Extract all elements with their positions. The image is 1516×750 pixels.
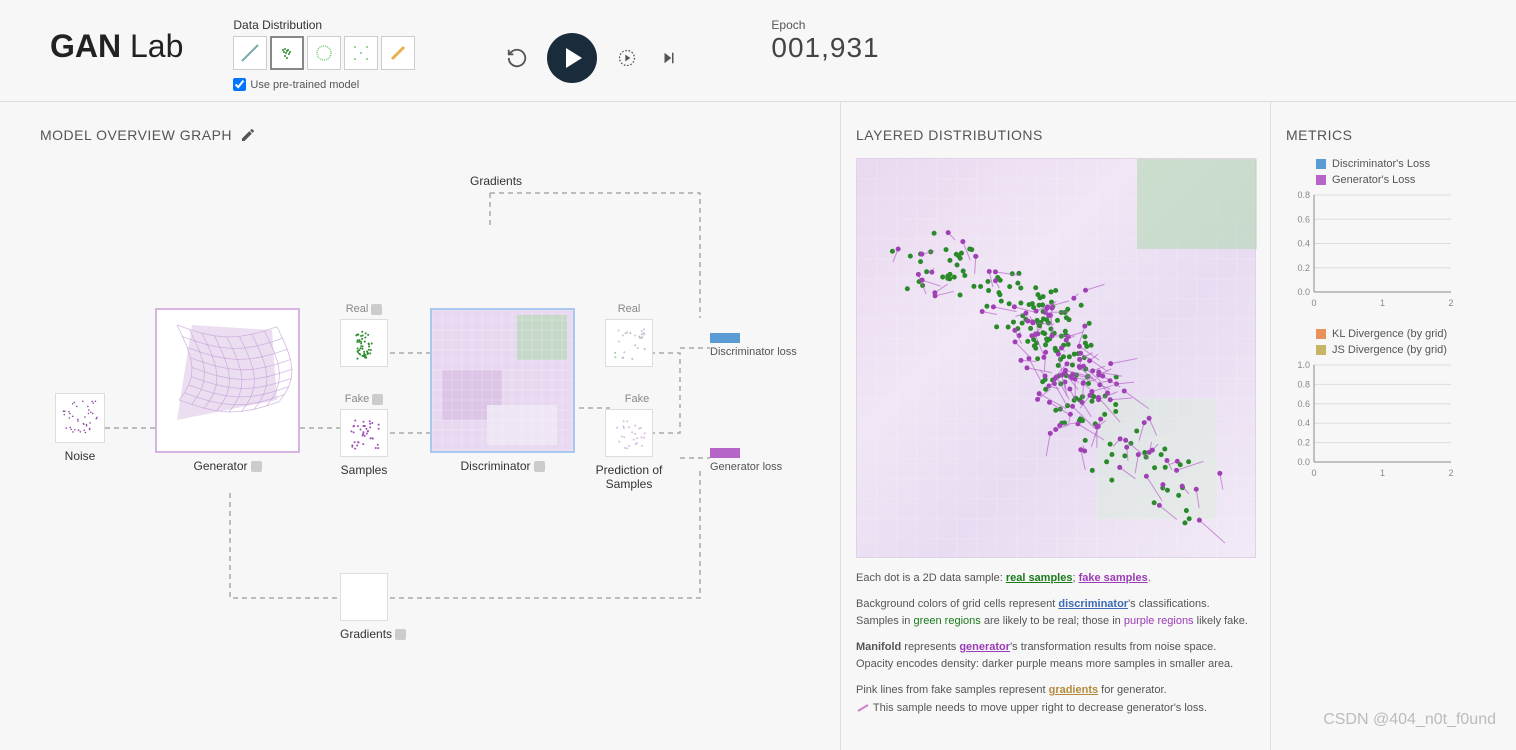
layered-description: Each dot is a 2D data sample: real sampl… — [856, 570, 1255, 717]
dist-option-cluster[interactable] — [270, 36, 304, 70]
pretrained-toggle[interactable]: Use pre-trained model — [233, 78, 415, 91]
fake-samples-link[interactable]: fake samples — [1079, 572, 1148, 584]
svg-text:0.0: 0.0 — [1297, 457, 1310, 467]
layered-distributions-panel: LAYERED DISTRIBUTIONS Each dot is a 2D d… — [841, 102, 1271, 750]
edit-icon[interactable] — [240, 127, 256, 143]
metrics-panel: METRICS Discriminator's Loss Generator's… — [1271, 102, 1516, 750]
svg-text:0.6: 0.6 — [1297, 399, 1310, 409]
svg-text:0.2: 0.2 — [1297, 263, 1310, 273]
svg-text:0.4: 0.4 — [1297, 239, 1310, 249]
svg-text:0.6: 0.6 — [1297, 214, 1310, 224]
model-overview-panel: MODEL OVERVIEW GRAPH — [0, 102, 841, 750]
header: GAN Lab Data Distribution Use pre-traine… — [0, 0, 1516, 102]
discriminator-node[interactable]: Discriminator — [430, 308, 575, 473]
generator-link[interactable]: generator — [959, 641, 1010, 653]
step-button[interactable] — [657, 46, 681, 70]
play-icon — [566, 48, 582, 68]
noise-node[interactable]: Noise — [55, 393, 105, 463]
dist-option-ring[interactable] — [307, 36, 341, 70]
svg-text:0: 0 — [1311, 298, 1316, 308]
svg-text:0: 0 — [1311, 468, 1316, 478]
layered-title: LAYERED DISTRIBUTIONS — [856, 127, 1255, 143]
svg-text:1: 1 — [1380, 468, 1385, 478]
fake-samples-node[interactable]: Fake Samples — [340, 393, 388, 477]
svg-text:0.0: 0.0 — [1297, 287, 1310, 297]
metrics-title: METRICS — [1286, 127, 1501, 143]
data-distribution-label: Data Distribution — [233, 18, 415, 32]
logo: GAN Lab — [50, 28, 183, 65]
main-content: MODEL OVERVIEW GRAPH — [0, 102, 1516, 750]
graph-connectors — [40, 158, 800, 658]
model-overview-title: MODEL OVERVIEW GRAPH — [40, 127, 800, 143]
svg-text:0.8: 0.8 — [1297, 190, 1310, 200]
prediction-real-node[interactable]: Real — [605, 303, 653, 367]
epoch-display: Epoch 001,931 — [771, 18, 879, 64]
playback-controls — [505, 33, 681, 83]
dist-option-dots[interactable] — [344, 36, 378, 70]
gradients-top-label: Gradients — [470, 168, 522, 188]
gradients-link[interactable]: gradients — [1049, 684, 1099, 696]
svg-text:2: 2 — [1448, 298, 1453, 308]
svg-text:1: 1 — [1380, 298, 1385, 308]
watermark: CSDN @404_n0t_f0und — [1323, 711, 1496, 729]
div-legend-js: JS Divergence (by grid) — [1316, 344, 1501, 356]
loss-legend-disc: Discriminator's Loss — [1316, 158, 1501, 170]
slowmo-button[interactable] — [615, 46, 639, 70]
dist-option-stripe[interactable] — [381, 36, 415, 70]
discriminator-link[interactable]: discriminator — [1058, 598, 1128, 610]
discriminator-loss-node[interactable]: Discriminator loss — [710, 333, 797, 358]
data-distribution-options — [233, 36, 415, 70]
epoch-label: Epoch — [771, 18, 879, 32]
dist-option-line[interactable] — [233, 36, 267, 70]
model-graph: Gradients Noise Generator Real Fake — [40, 158, 800, 658]
epoch-value: 001,931 — [771, 32, 879, 64]
loss-legend-gen: Generator's Loss — [1316, 174, 1501, 186]
pretrained-checkbox[interactable] — [233, 78, 246, 91]
data-distribution-section: Data Distribution Use pre-trained model — [233, 18, 415, 91]
svg-text:2: 2 — [1448, 468, 1453, 478]
generator-node[interactable]: Generator — [155, 308, 300, 473]
divergence-chart: KL Divergence (by grid) JS Divergence (b… — [1286, 328, 1501, 483]
svg-text:0.2: 0.2 — [1297, 438, 1310, 448]
reset-button[interactable] — [505, 46, 529, 70]
play-button[interactable] — [547, 33, 597, 83]
prediction-fake-node[interactable]: Fake Prediction of Samples — [605, 393, 669, 491]
real-samples-link[interactable]: real samples — [1006, 572, 1073, 584]
loss-chart: Discriminator's Loss Generator's Loss 0.… — [1286, 158, 1501, 313]
svg-text:0.4: 0.4 — [1297, 418, 1310, 428]
div-legend-kl: KL Divergence (by grid) — [1316, 328, 1501, 340]
gradients-node[interactable]: Gradients — [340, 573, 406, 641]
real-samples-node[interactable]: Real — [340, 303, 388, 367]
svg-text:1.0: 1.0 — [1297, 360, 1310, 370]
layered-visualization[interactable] — [856, 158, 1256, 558]
generator-loss-node[interactable]: Generator loss — [710, 448, 782, 473]
svg-text:0.8: 0.8 — [1297, 379, 1310, 389]
